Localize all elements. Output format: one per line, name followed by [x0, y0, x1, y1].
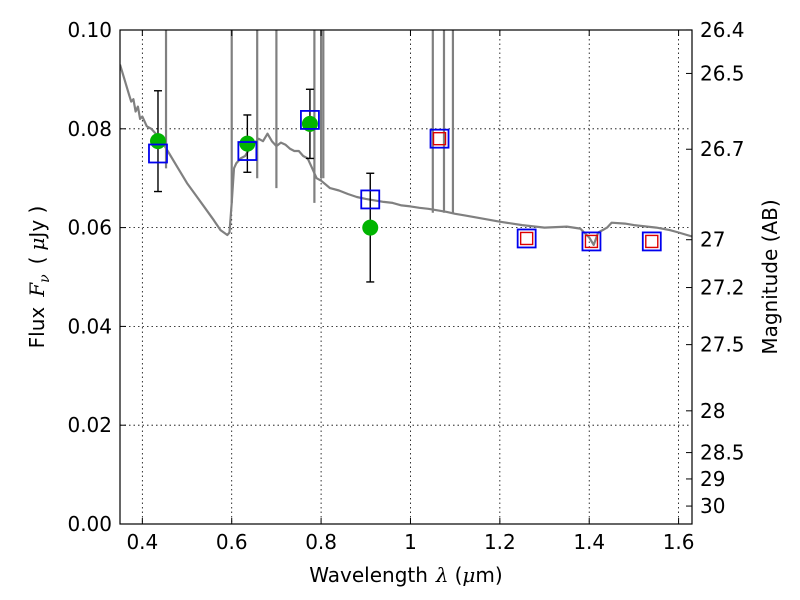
magnitude-tick-label: 27 [700, 228, 725, 252]
x-tick-label: 0.8 [305, 530, 337, 554]
y-tick-label: 0.02 [67, 413, 112, 437]
plot-frame [119, 29, 693, 525]
sed-model-curve [120, 30, 692, 246]
model-box-blue [581, 231, 602, 252]
model-box-red [432, 131, 447, 146]
magnitude-tick-label: 28 [700, 399, 725, 423]
model-box-blue [237, 141, 258, 161]
y-tick-label: 0.08 [67, 117, 112, 141]
observed-point [149, 133, 166, 150]
model-box-blue [516, 228, 537, 249]
x-tick-label: 1.4 [573, 530, 605, 554]
observed-point [362, 219, 379, 236]
model-box-blue [641, 231, 662, 252]
sed-curve-line [120, 64, 692, 246]
tick-labels: 0.4 0.6 0.8 1 1.2 1.4 1.6 0.00 0.02 0.04 0.06 0.08 0… [67, 18, 744, 554]
observed-point [239, 135, 256, 152]
x-tick-label: 0.4 [126, 530, 158, 554]
magnitude-tick-label: 26.4 [700, 18, 745, 42]
model-box-blue [429, 128, 450, 149]
error-bars [153, 88, 375, 283]
model-box-red [519, 231, 534, 246]
x-tick-label: 1.6 [663, 530, 695, 554]
magnitude-tick-label: 27.5 [700, 333, 745, 357]
model-box-blue [300, 110, 320, 130]
y-axis-label: FluxFν(μJy ) [25, 206, 53, 349]
model-box-blue [148, 143, 168, 164]
grid-lines [120, 29, 692, 525]
observed-point [301, 115, 318, 132]
x-axis-label: Wavelength λ (μm) [309, 563, 502, 587]
y-tick-label: 0.10 [67, 18, 112, 42]
magnitude-tick-label: 30 [700, 494, 725, 518]
magnitude-tick-label: 26.7 [700, 137, 745, 161]
x-tick-label: 1 [404, 530, 417, 554]
axis-ticks [120, 29, 692, 525]
magnitude-tick-label: 26.5 [700, 61, 745, 85]
magnitude-tick-label: 27.2 [700, 276, 745, 300]
magnitude-axis-label: Magnitude (AB) [758, 199, 782, 354]
observed-points [149, 115, 379, 236]
x-tick-label: 0.6 [216, 530, 248, 554]
magnitude-tick-label: 29 [700, 467, 725, 491]
magnitude-tick-label: 28.5 [700, 441, 745, 465]
model-box-red [584, 234, 599, 249]
y-tick-label: 0.00 [67, 512, 112, 536]
model-box-red [645, 234, 659, 249]
y-tick-label: 0.04 [67, 314, 112, 338]
y-tick-label: 0.06 [67, 216, 112, 240]
x-tick-label: 1.2 [484, 530, 516, 554]
model-boxes [148, 110, 662, 252]
model-box-blue [360, 189, 381, 210]
